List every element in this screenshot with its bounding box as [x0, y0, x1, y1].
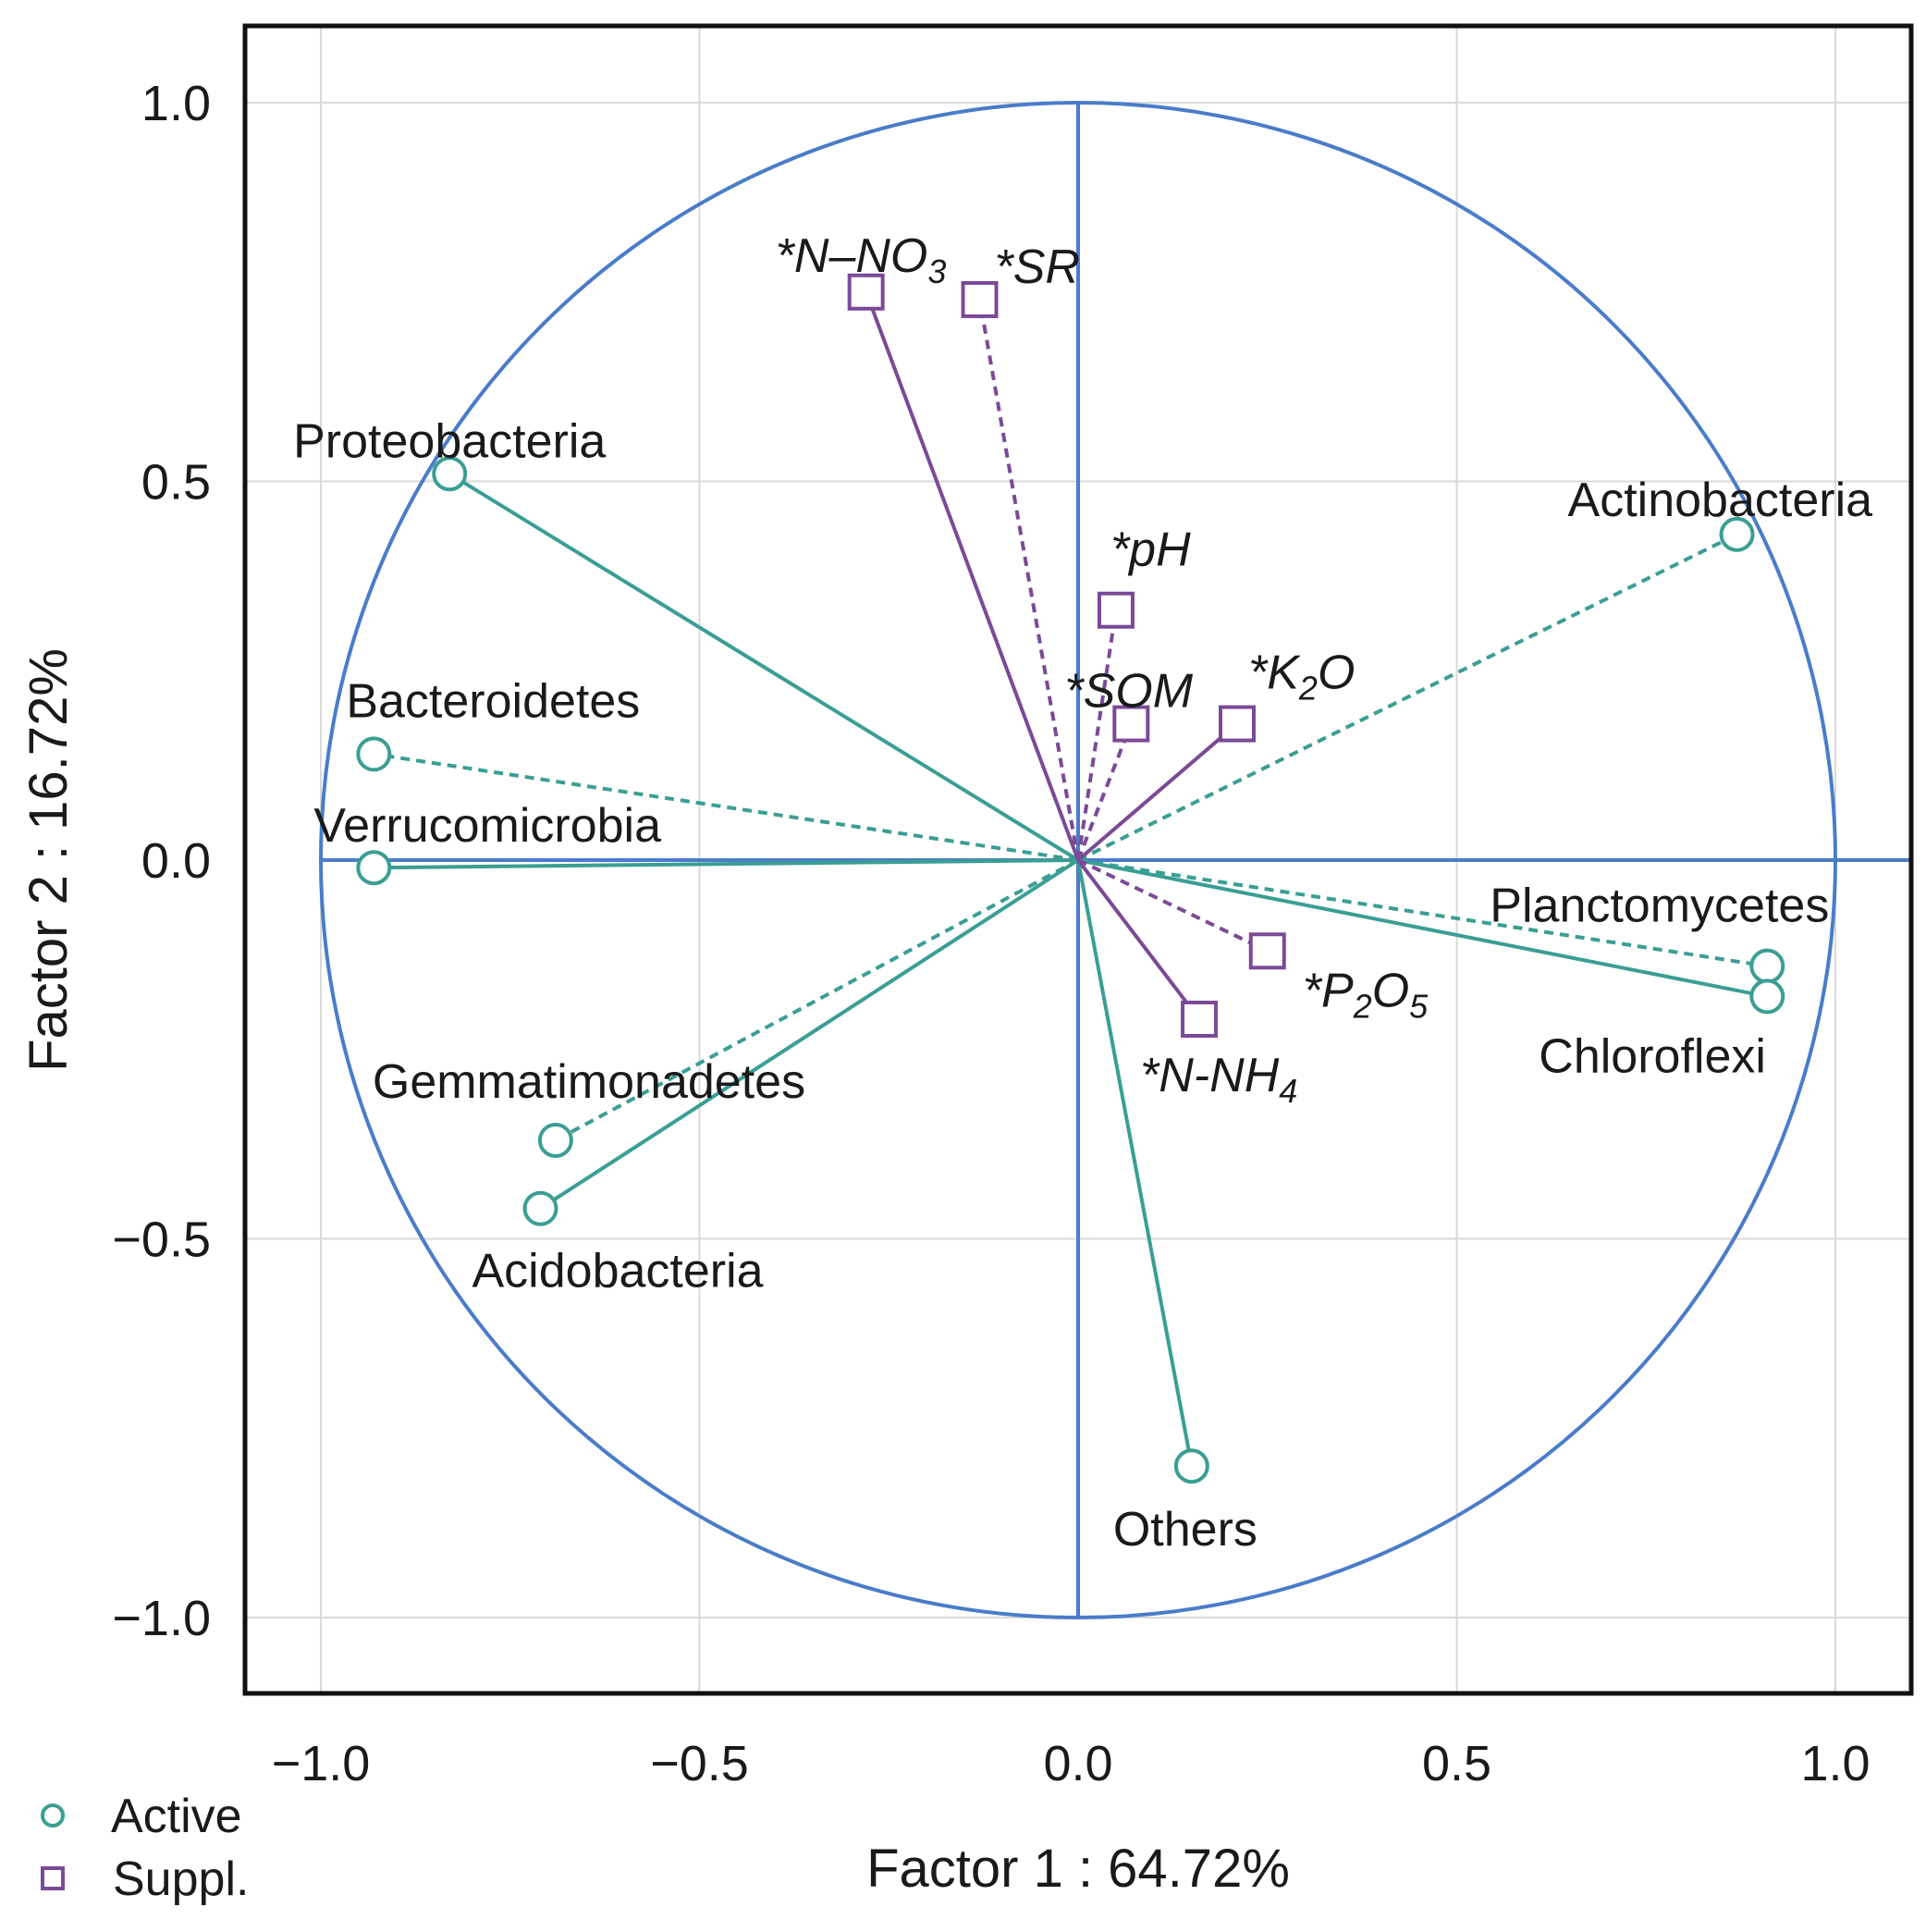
y-tick-label-3: 0.5 [141, 455, 211, 511]
label-active-5: Actinobacteria [1568, 474, 1873, 527]
label-suppl-2: *pH [1110, 523, 1191, 577]
legend-active-marker [41, 1803, 65, 1827]
label-active-1: Bacteroidetes [346, 674, 640, 728]
vector-suppl-4 [1076, 722, 1239, 862]
label-active-8: Others [1113, 1503, 1257, 1557]
marker-active-1 [356, 736, 392, 772]
marker-suppl-5 [1248, 932, 1286, 970]
label-suppl-0: *N–NO3 [776, 229, 947, 290]
tick-labels: −1.0 −0.5 0.0 0.5 1.0 −1.0 −0.5 0.0 0.5 1.0 [112, 76, 1870, 1791]
label-suppl-5: *P2O5 [1303, 964, 1429, 1025]
legend: Active Suppl. [41, 1790, 249, 1906]
legend-active-label: Active [111, 1790, 242, 1843]
marker-active-8 [1173, 1448, 1209, 1484]
label-active-0: Proteobacteria [293, 414, 606, 468]
marker-suppl-3 [1112, 705, 1150, 743]
variable-markers [356, 273, 1785, 1484]
label-active-2: Verrucomicrobia [313, 799, 661, 853]
plot-frame [242, 23, 1914, 1696]
label-active-7: Chloroflexi [1539, 1029, 1766, 1083]
variable-labels: Proteobacteria Bacteroidetes Verrucomicrob… [293, 229, 1872, 1557]
marker-suppl-6 [1181, 1000, 1219, 1038]
vector-suppl-5 [1077, 858, 1269, 954]
zero-axes [321, 103, 1911, 1618]
vector-active-1 [374, 752, 1079, 862]
y-tick-label-0: −1.0 [112, 1591, 211, 1646]
vector-suppl-6 [1076, 858, 1201, 1021]
marker-active-6 [1749, 948, 1785, 984]
vector-active-7 [1077, 858, 1768, 999]
x-tick-label-0: −1.0 [272, 1736, 371, 1791]
vector-suppl-3 [1076, 722, 1134, 861]
y-tick-label-2: 0.0 [141, 833, 211, 889]
marker-suppl-2 [1097, 591, 1135, 629]
x-axis-title: Factor 1 : 64.72% [866, 1839, 1290, 1899]
y-axis-title: Factor 2 : 16.72% [18, 648, 79, 1072]
marker-active-0 [432, 456, 468, 492]
label-active-4: Acidobacteria [472, 1245, 764, 1298]
vector-suppl-2 [1076, 609, 1118, 861]
label-suppl-1: *SR [995, 240, 1080, 294]
y-tick-label-4: 1.0 [141, 76, 211, 131]
unit-circle [319, 101, 1837, 1619]
vector-active-6 [1077, 858, 1768, 968]
label-active-6: Planctomycetes [1490, 880, 1829, 933]
label-suppl-4: *K2O [1248, 646, 1355, 708]
y-tick-label-1: −0.5 [112, 1212, 211, 1268]
legend-suppl-marker [41, 1866, 65, 1890]
vector-active-8 [1076, 859, 1194, 1467]
marker-suppl-0 [847, 273, 885, 311]
x-tick-label-1: −0.5 [650, 1736, 749, 1791]
marker-active-7 [1749, 978, 1785, 1015]
x-tick-label-2: 0.0 [1043, 1736, 1112, 1791]
x-tick-label-3: 0.5 [1422, 1736, 1491, 1791]
marker-suppl-1 [961, 280, 999, 318]
vector-active-2 [374, 858, 1079, 870]
label-active-3: Gemmatimonadetes [373, 1055, 805, 1109]
label-suppl-3: *SOM [1064, 665, 1193, 719]
marker-active-5 [1719, 516, 1755, 552]
vector-active-0 [448, 472, 1080, 862]
marker-active-2 [356, 850, 392, 886]
vector-active-4 [539, 858, 1080, 1211]
vector-suppl-0 [864, 291, 1080, 861]
legend-suppl-label: Suppl. [113, 1852, 249, 1906]
vector-active-3 [554, 858, 1079, 1142]
marker-suppl-4 [1218, 705, 1256, 743]
label-suppl-6: *N-NH4 [1140, 1049, 1297, 1110]
marker-active-3 [537, 1123, 573, 1159]
variable-vectors [374, 291, 1768, 1467]
x-tick-label-4: 1.0 [1800, 1736, 1870, 1791]
correlation-circle [319, 101, 1837, 1619]
vector-active-5 [1077, 533, 1738, 862]
vector-suppl-1 [977, 299, 1080, 861]
marker-active-4 [522, 1190, 558, 1226]
